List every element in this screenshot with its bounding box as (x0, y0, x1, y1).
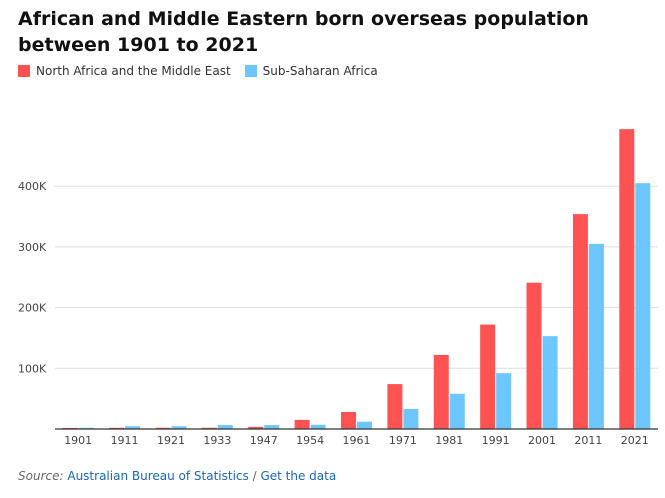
x-tick-label: 2021 (621, 434, 649, 447)
source-label: Source: (18, 469, 64, 483)
x-tick-label: 1981 (435, 434, 463, 447)
y-tick-label: 100K (18, 362, 47, 375)
x-tick-label: 1921 (157, 434, 185, 447)
x-tick-label: 2011 (574, 434, 602, 447)
x-tick-label: 2001 (528, 434, 556, 447)
bar-north-africa (387, 384, 402, 429)
bar-sub-saharan (635, 183, 650, 429)
x-tick-label: 1991 (482, 434, 510, 447)
source-separator: / (253, 469, 257, 483)
bar-north-africa (480, 325, 495, 429)
x-tick-label: 1933 (203, 434, 231, 447)
bar-sub-saharan (589, 244, 604, 429)
x-tick-label: 1961 (343, 434, 371, 447)
bar-sub-saharan (496, 373, 511, 429)
bar-sub-saharan (450, 394, 465, 429)
x-tick-label: 1947 (250, 434, 278, 447)
y-tick-label: 300K (18, 241, 47, 254)
bar-north-africa (573, 214, 588, 429)
bar-chart: 100K 200K 300K 400K 1901 1911 1921 1933 1947 1954… (0, 0, 665, 460)
bar-sub-saharan (311, 425, 326, 429)
bar-north-africa (434, 355, 449, 429)
get-data-link[interactable]: Get the data (260, 469, 336, 483)
x-tick-label: 1954 (296, 434, 324, 447)
bar-north-africa (527, 283, 542, 429)
x-tick-label: 1911 (111, 434, 139, 447)
x-tick-label: 1971 (389, 434, 417, 447)
y-tick-label: 400K (18, 180, 47, 193)
y-tick-label: 200K (18, 302, 47, 315)
bar-north-africa (619, 129, 634, 429)
bar-sub-saharan (357, 422, 372, 429)
source-org-link[interactable]: Australian Bureau of Statistics (67, 469, 248, 483)
source-note: Source: Australian Bureau of Statistics … (18, 469, 336, 483)
bar-sub-saharan (543, 336, 558, 429)
bar-sub-saharan (403, 409, 418, 429)
bar-north-africa (341, 412, 356, 429)
bar-north-africa (295, 420, 310, 429)
x-tick-label: 1901 (64, 434, 92, 447)
